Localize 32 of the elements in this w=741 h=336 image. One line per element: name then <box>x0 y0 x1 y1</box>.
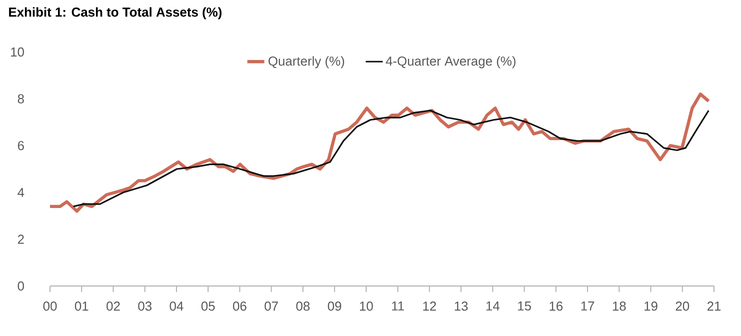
x-tick-label: 11 <box>392 302 404 310</box>
x-tick-label: 15 <box>518 302 531 311</box>
x-tick-label: 16 <box>550 302 563 311</box>
chart-title: Exhibit 1: Cash to Total Assets (%) <box>9 7 222 20</box>
x-tick-label: 02 <box>106 302 120 311</box>
x-tick-label: 03 <box>138 302 152 311</box>
x-tick-label: 00 <box>43 302 57 311</box>
x-tick-label: 12 <box>423 302 436 311</box>
y-tick-label: 6 <box>18 141 24 150</box>
x-tick-label: 05 <box>201 302 215 311</box>
line-series <box>72 110 710 208</box>
y-tick-label: 10 <box>11 47 24 57</box>
x-tick-label: 14 <box>486 302 500 310</box>
x-tick-label: 18 <box>612 302 626 311</box>
y-tick-label: 0 <box>18 281 24 291</box>
y-tick-label: 2 <box>18 234 24 244</box>
x-tick-label: 09 <box>328 302 342 311</box>
legend-label: Quarterly (%) <box>268 56 344 68</box>
y-tick-label: 8 <box>18 94 24 104</box>
legend-label: 4-Quarter Average (%) <box>386 56 516 68</box>
x-tick-label: 04 <box>170 302 184 311</box>
y-tick-label: 4 <box>18 188 24 197</box>
x-tick-label: 20 <box>676 302 690 311</box>
x-tick-label: 10 <box>360 302 373 311</box>
x-tick-label: 08 <box>296 302 310 311</box>
x-tick-label: 07 <box>264 302 278 311</box>
x-tick-label: 01 <box>74 302 88 311</box>
x-tick-label: 17 <box>581 302 594 310</box>
x-tick-label: 21 <box>707 302 721 311</box>
x-tick-label: 19 <box>644 302 658 311</box>
x-tick-label: 06 <box>233 302 246 311</box>
x-tick-label: 13 <box>454 302 468 311</box>
